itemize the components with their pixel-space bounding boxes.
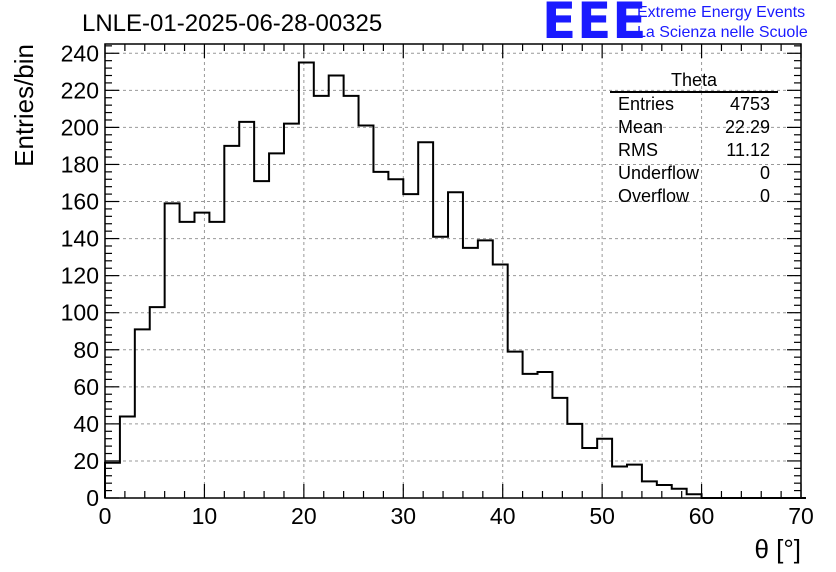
logo-caption: Extreme Energy Events La Scienza nelle S… [637,3,808,43]
histogram-bin [314,96,329,498]
stats-box: Theta Entries 4753 Mean 22.29 RMS 11.12 … [610,70,778,208]
x-tick-label: 50 [589,503,615,529]
histogram-bin [254,181,269,498]
histogram-bin [523,374,538,498]
x-tick-label: 60 [689,503,715,529]
histogram-bin [388,179,403,498]
histogram-bin [463,248,478,498]
stats-label: Overflow [618,186,690,206]
stats-row-entries: Entries 4753 [610,93,778,116]
histogram-bin [224,146,239,498]
histogram-bin [672,489,687,498]
y-tick-label: 240 [61,40,99,66]
histogram-bin [239,122,254,498]
histogram-bin [478,240,493,498]
y-tick-label: 60 [73,374,99,400]
histogram-bin [612,466,627,498]
histogram-bin [299,63,314,498]
histogram-bin [418,142,433,498]
y-tick-label: 20 [73,448,99,474]
y-tick-label: 120 [61,263,99,289]
histogram-bin [448,192,463,498]
stats-value: 11.12 [726,140,770,160]
stats-label: Entries [618,94,675,114]
stats-value: 22.29 [724,117,770,137]
histogram-bin [194,213,209,498]
histogram-bin [269,153,284,498]
stats-title: Theta [610,70,778,93]
eee-logo: EEE [542,0,648,50]
histogram-bin [359,126,374,498]
histogram-bin [552,398,567,498]
y-tick-label: 140 [61,226,99,252]
plot-frame [104,43,802,499]
x-tick-label: 30 [390,503,416,529]
y-tick-label: 220 [61,77,99,103]
histogram-bin [627,465,642,498]
histogram-bin [344,96,359,498]
stats-label: Mean [618,117,664,137]
histogram-bin [120,416,135,498]
logo-line-1: Extreme Energy Events [637,4,806,21]
x-axis-label: θ [°] [754,534,801,564]
y-tick-label: 160 [61,189,99,215]
stats-value: 0 [759,186,770,206]
histogram-bin [284,124,299,498]
histogram-bin [597,439,612,498]
histogram-bin [538,372,553,498]
x-tick-label: 0 [99,503,112,529]
histogram-bin [150,307,165,498]
y-tick-label: 180 [61,151,99,177]
stats-label: RMS [618,140,658,160]
histogram-bin [493,265,508,498]
stats-row-rms: RMS 11.12 [610,139,778,162]
y-tick-label: 80 [73,337,99,363]
y-tick-label: 100 [61,300,99,326]
histogram-bin [180,222,195,498]
stats-label: Underflow [618,163,700,183]
histogram-bin [582,448,597,498]
histogram-bin [373,172,388,498]
histogram-bin [642,481,657,498]
histogram-bin [567,424,582,498]
y-tick-label: 0 [86,485,99,511]
logo-line-2: La Scienza nelle Scuole [637,24,808,41]
histogram-bin [329,76,344,498]
y-tick-label: 40 [73,411,99,437]
y-tick-label: 200 [61,114,99,140]
histogram-bin [165,203,180,498]
x-tick-label: 40 [490,503,516,529]
histogram-bin [433,237,448,498]
histogram-bin [209,222,224,498]
stats-value: 4753 [729,94,770,114]
x-tick-label: 20 [291,503,317,529]
x-tick-label: 70 [788,503,814,529]
histogram-bin [135,329,150,498]
stats-row-underflow: Underflow 0 [610,162,778,185]
x-tick-label: 10 [192,503,218,529]
chart-title: LNLE-01-2025-06-28-00325 [82,10,383,37]
stats-row-overflow: Overflow 0 [610,185,778,208]
stats-value: 0 [759,163,770,183]
histogram-outline [104,61,806,499]
histogram-bin [508,352,523,498]
histogram-bin [657,485,672,498]
histogram-bin [403,194,418,498]
y-axis-label: Entries/bin [9,44,39,167]
stats-row-mean: Mean 22.29 [610,116,778,139]
